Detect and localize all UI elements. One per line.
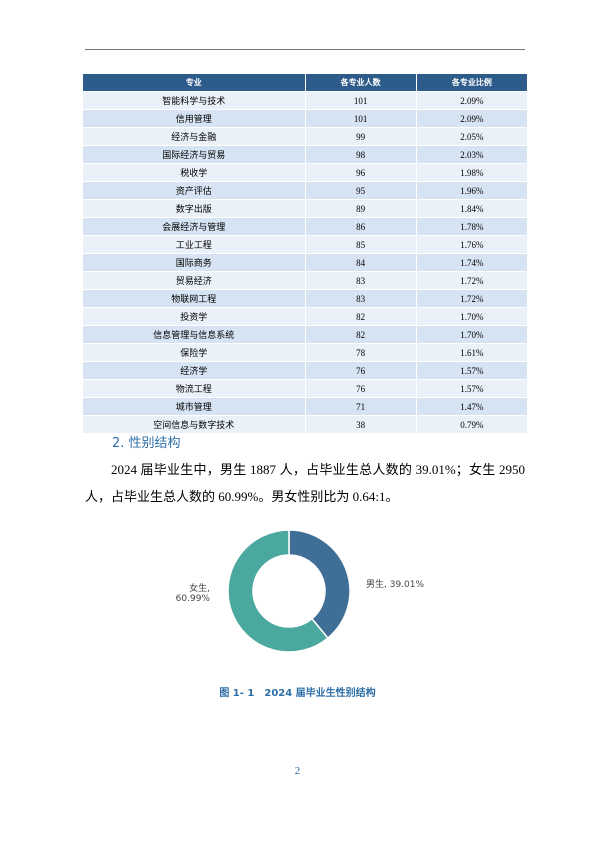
table-row: 经济与金融 99 2.05% bbox=[82, 127, 529, 146]
table-cell: 2.05% bbox=[415, 127, 529, 146]
table-cell: 86 bbox=[304, 217, 417, 236]
table-row: 会展经济与管理 86 1.78% bbox=[82, 217, 529, 236]
page-number: 2 bbox=[294, 765, 301, 777]
major-table: 专业 各专业人数 各专业比例 智能科学与技术 101 2.09% 信用管理 101 2.09% 经… bbox=[82, 73, 529, 434]
table-cell: 2.03% bbox=[415, 145, 529, 164]
table-cell: 78 bbox=[304, 343, 417, 362]
header-row: 专业 各专业人数 各专业比例 bbox=[82, 73, 529, 92]
table-cell: 1.61% bbox=[415, 343, 529, 362]
donut-segment bbox=[227, 529, 329, 653]
table-cell: 贸易经济 bbox=[82, 271, 306, 290]
header-rule bbox=[85, 49, 525, 50]
table-row: 保险学 78 1.61% bbox=[82, 343, 529, 362]
table-cell: 84 bbox=[304, 253, 417, 272]
table-row: 投资学 82 1.70% bbox=[82, 307, 529, 326]
table-cell: 1.74% bbox=[415, 253, 529, 272]
figure-caption: 图 1- 1 2024 届毕业生性别结构 bbox=[219, 688, 376, 699]
table-cell: 经济学 bbox=[82, 361, 306, 380]
table-cell: 85 bbox=[304, 235, 417, 254]
table-cell: 1.47% bbox=[415, 397, 529, 416]
table-cell: 98 bbox=[304, 145, 417, 164]
table-cell: 99 bbox=[304, 127, 417, 146]
table-cell: 空间信息与数字技术 bbox=[82, 415, 306, 434]
table-cell: 38 bbox=[304, 415, 417, 434]
table-cell: 资产评估 bbox=[82, 181, 306, 200]
table-cell: 物流工程 bbox=[82, 379, 306, 398]
table-cell: 1.57% bbox=[415, 361, 529, 380]
table-row: 国际商务 84 1.74% bbox=[82, 253, 529, 272]
table-row: 空间信息与数字技术 38 0.79% bbox=[82, 415, 529, 434]
section-heading: 2. 性别结构 bbox=[112, 436, 181, 451]
table-row: 国际经济与贸易 98 2.03% bbox=[82, 145, 529, 164]
male-label: 男生, 39.01% bbox=[366, 580, 425, 590]
table-cell: 信用管理 bbox=[82, 109, 306, 128]
table-cell: 82 bbox=[304, 307, 417, 326]
table-cell: 76 bbox=[304, 379, 417, 398]
table-cell: 国际经济与贸易 bbox=[82, 145, 306, 164]
table-row: 物联网工程 83 1.72% bbox=[82, 289, 529, 308]
table-cell: 2.09% bbox=[415, 91, 529, 110]
table-cell: 89 bbox=[304, 199, 417, 218]
table-cell: 1.98% bbox=[415, 163, 529, 182]
table-row: 数字出版 89 1.84% bbox=[82, 199, 529, 218]
table-row: 资产评估 95 1.96% bbox=[82, 181, 529, 200]
table-cell: 1.57% bbox=[415, 379, 529, 398]
table-cell: 0.79% bbox=[415, 415, 529, 434]
table-cell: 2.09% bbox=[415, 109, 529, 128]
table-cell: 1.70% bbox=[415, 307, 529, 326]
table-cell: 1.70% bbox=[415, 325, 529, 344]
header-cell: 专业 bbox=[82, 73, 306, 92]
table-row: 税收学 96 1.98% bbox=[82, 163, 529, 182]
table-cell: 信息管理与信息系统 bbox=[82, 325, 306, 344]
header-cell: 各专业人数 bbox=[304, 73, 417, 92]
table-cell: 智能科学与技术 bbox=[82, 91, 306, 110]
table-row: 信息管理与信息系统 82 1.70% bbox=[82, 325, 529, 344]
table-row: 物流工程 76 1.57% bbox=[82, 379, 529, 398]
paragraph: 2024 届毕业生中，男生 1887 人，占毕业生总人数的 39.01%；女生 … bbox=[85, 462, 525, 504]
table-cell: 数字出版 bbox=[82, 199, 306, 218]
female-label: 女生, 60.99% bbox=[175, 584, 210, 604]
table-cell: 1.84% bbox=[415, 199, 529, 218]
table-cell: 会展经济与管理 bbox=[82, 217, 306, 236]
table-cell: 物联网工程 bbox=[82, 289, 306, 308]
table-cell: 1.72% bbox=[415, 289, 529, 308]
donut-segment bbox=[288, 529, 351, 640]
